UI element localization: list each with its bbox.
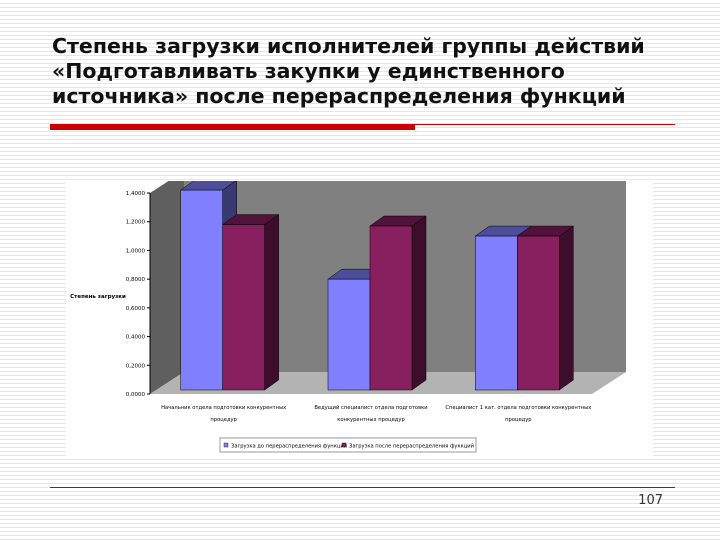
x-tick-label: процедур — [505, 417, 532, 423]
x-tick-label: Начальник отдела подготовки конкурентных — [161, 405, 286, 411]
legend-label: Загрузка до перераспределения функций — [231, 443, 347, 450]
y-tick-label: 0,0000 — [126, 392, 146, 398]
x-tick-label: процедур — [210, 417, 237, 423]
bar — [369, 225, 413, 391]
slide-title: Степень загрузки исполнителей группы дей… — [52, 34, 692, 109]
bar-chart: 0,0000 0,2000 0,4000 0,6000 0,8000 1,0000 1,20… — [70, 181, 626, 453]
bar — [517, 235, 560, 391]
title-accent-bar — [50, 124, 415, 130]
y-tick-label: 1,4000 — [126, 191, 146, 197]
footer-rule — [50, 487, 675, 488]
legend-swatch — [341, 442, 347, 448]
y-tick-label: 0,6000 — [126, 306, 146, 312]
x-tick-label: Ведущий специалист отдела подготовки — [314, 404, 427, 411]
y-tick-label: 1,2000 — [126, 220, 146, 226]
chart-area: 0,0000 0,2000 0,4000 0,6000 0,8000 1,0000 1,20… — [66, 181, 653, 457]
title-line-3: источника» после перераспределения функц… — [52, 84, 626, 108]
legend-box — [219, 437, 477, 453]
y-tick-label: 0,8000 — [126, 277, 146, 283]
y-tick-label: 0,4000 — [126, 335, 146, 341]
x-tick-label: конкурентных процедур — [337, 417, 405, 423]
title-line-1: Степень загрузки исполнителей группы дей… — [52, 34, 645, 58]
bar-side — [264, 214, 279, 391]
legend-swatch — [223, 442, 229, 448]
y-tick-label: 1,0000 — [126, 248, 146, 254]
y-tick-label: 0,2000 — [126, 363, 146, 369]
page-number: 107 — [638, 493, 663, 508]
legend-label: Загрузка после перераспределения фуккций — [349, 443, 474, 450]
bar-side — [411, 215, 427, 391]
bar — [475, 235, 518, 391]
bar — [222, 224, 265, 391]
title-line-2: «Подготавливать закупки у единственного — [52, 59, 565, 83]
x-tick-label: Специалист 1 кат. отдела подготовки конк… — [445, 405, 591, 411]
y-axis-title: Степень загрузки — [70, 294, 126, 300]
bar — [180, 189, 223, 391]
bar — [327, 278, 371, 391]
chart-side-wall — [150, 181, 184, 394]
bar-side — [559, 225, 574, 391]
